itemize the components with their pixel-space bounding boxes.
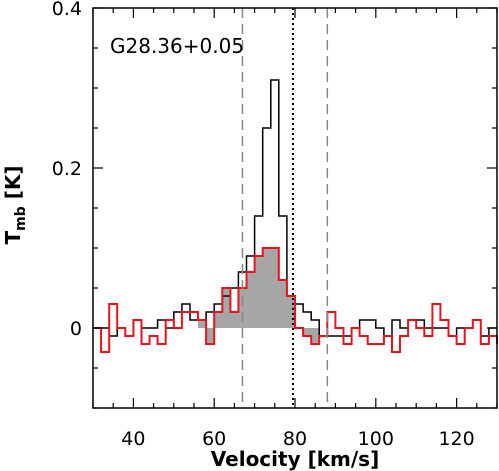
x-tick-label: 80 bbox=[283, 428, 307, 450]
velocity-markers bbox=[241, 8, 329, 408]
x-tick-label: 40 bbox=[121, 428, 145, 450]
x-axis-label: Velocity [km/s] bbox=[211, 447, 379, 471]
series-line-0 bbox=[93, 79, 497, 337]
shaded-integration-region bbox=[198, 248, 320, 344]
shaded-area bbox=[198, 248, 320, 344]
y-axis-label-main: T bbox=[1, 231, 25, 245]
y-axis-label-unit: [K] bbox=[1, 165, 25, 206]
x-tick-label: 60 bbox=[202, 428, 226, 450]
axis-ticks bbox=[92, 7, 498, 409]
plot-frame bbox=[92, 7, 498, 409]
x-tick-label: 100 bbox=[358, 428, 394, 450]
y-tick-label: 0 bbox=[70, 318, 82, 340]
source-name-label: G28.36+0.05 bbox=[110, 34, 244, 58]
y-axis-label-sub: mb bbox=[13, 206, 29, 231]
tick-labels: 40 60 80 100 120 0 0.2 0.4 bbox=[52, 0, 475, 450]
y-axis-label: Tmb [K] bbox=[1, 165, 29, 244]
spectrum-series bbox=[93, 79, 498, 353]
x-tick-label: 120 bbox=[438, 428, 474, 450]
y-tick-label: 0.2 bbox=[52, 158, 82, 180]
series-line-1 bbox=[93, 247, 498, 353]
y-tick-label: 0.4 bbox=[52, 0, 82, 20]
